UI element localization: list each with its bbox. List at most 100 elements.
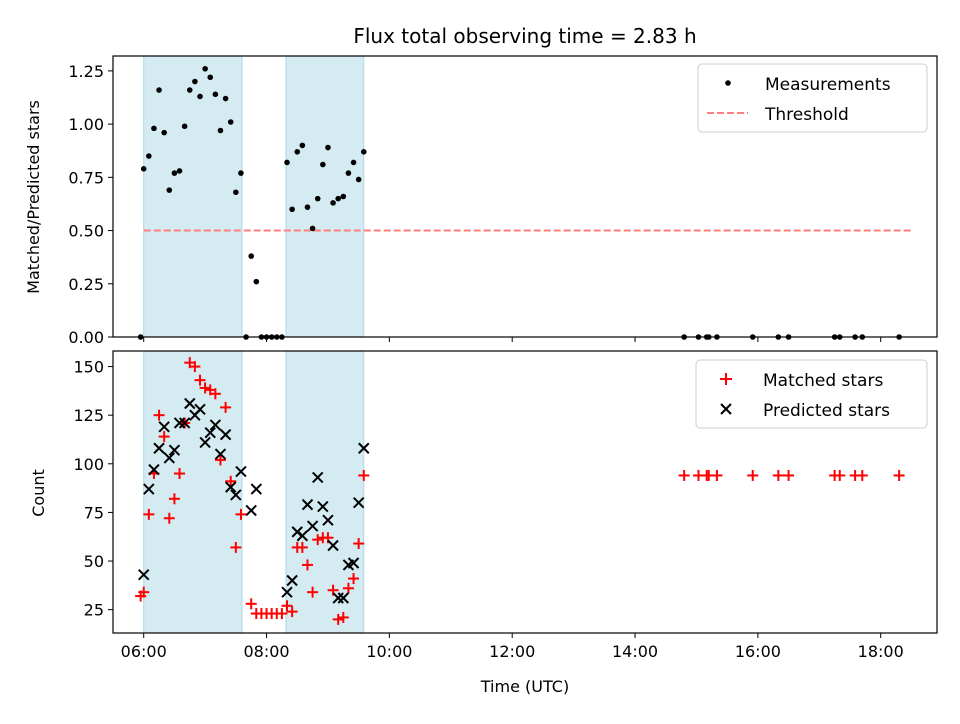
predicted-star-marker: [163, 452, 176, 464]
predicted-star-marker: [204, 426, 216, 439]
measurement-point: [360, 148, 367, 155]
matched-star-marker: [153, 409, 165, 421]
y-tick-label: 50: [84, 552, 104, 571]
bottom-star-markers: [135, 357, 905, 625]
x-tick-label: 16:00: [735, 642, 781, 661]
matched-star-marker: [281, 600, 293, 612]
measurement-point: [309, 225, 316, 232]
predicted-star-marker: [327, 539, 339, 552]
measurement-point: [284, 159, 290, 166]
matched-star-marker: [286, 606, 298, 618]
y-tick-label: 25: [84, 601, 104, 620]
y-tick-label: 1.00: [68, 115, 104, 134]
predicted-star-marker: [199, 436, 211, 449]
bottom-x-ticks: 06:00 08:00 10:00 12:00 14:00 16:00 18:00: [121, 633, 904, 661]
y-tick-label: 100: [73, 455, 104, 474]
matched-star-marker: [143, 508, 155, 520]
observing-window-2: [285, 55, 365, 338]
matched-star-marker: [209, 388, 221, 400]
matched-star-marker: [220, 401, 232, 413]
measurement-point: [146, 153, 152, 159]
predicted-star-marker: [312, 471, 324, 484]
predicted-star-marker: [219, 428, 232, 441]
predicted-star-marker: [209, 419, 222, 431]
measurement-point: [181, 123, 188, 130]
legend-matched-marker: [720, 373, 732, 385]
y-tick-label: 0.75: [68, 168, 104, 187]
bottom-y-ticks: 25 50 75 100 125 150: [73, 358, 113, 620]
measurement-point: [253, 278, 260, 285]
bottom-axes-frame: [112, 350, 938, 634]
matched-star-marker: [174, 468, 186, 480]
measurement-point: [325, 144, 331, 151]
measurement-point: [330, 200, 336, 206]
top-axes-frame: [112, 55, 938, 338]
predicted-star-marker: [194, 403, 206, 416]
predicted-star-marker: [337, 592, 350, 604]
matched-star-marker: [199, 382, 211, 394]
measurement-point: [151, 125, 157, 132]
top-panel: 0.00 0.25 0.50 0.75 1.00 1.25 Matched/Predict…: [24, 55, 938, 347]
matched-star-marker: [342, 582, 354, 594]
predicted-star-marker: [168, 444, 181, 456]
predicted-star-marker: [214, 448, 227, 460]
observing-window-1: [143, 55, 243, 338]
matched-star-marker: [358, 469, 370, 481]
x-tick-label: 08:00: [243, 642, 289, 661]
x-tick-label: 06:00: [121, 642, 167, 661]
y-tick-label: 75: [84, 503, 104, 522]
measurement-point: [217, 127, 224, 134]
predicted-star-marker: [178, 417, 191, 429]
matched-star-marker: [158, 431, 170, 443]
matched-star-marker: [772, 469, 784, 481]
matched-star-marker: [678, 469, 690, 481]
measurement-point: [176, 168, 183, 174]
measurement-point: [140, 166, 147, 172]
predicted-star-marker: [250, 483, 263, 495]
predicted-star-marker: [230, 489, 242, 501]
top-y-ticks: 0.00 0.25 0.50 0.75 1.00 1.25: [68, 62, 113, 347]
predicted-star-marker: [352, 496, 365, 509]
predicted-star-marker: [286, 574, 298, 587]
predicted-star-marker: [296, 530, 309, 542]
measurement-point: [207, 74, 214, 81]
matched-star-marker: [711, 469, 723, 481]
measurement-point: [355, 176, 362, 183]
predicted-star-marker: [143, 483, 155, 495]
top-y-axis-label: Matched/Predicted stars: [24, 100, 43, 294]
bottom-legend-box: [695, 359, 928, 429]
measurement-point: [171, 170, 178, 176]
measurement-point: [299, 142, 306, 149]
y-tick-label: 150: [73, 358, 104, 377]
top-x-ticks: [143, 337, 882, 342]
predicted-star-marker: [347, 557, 360, 569]
predicted-star-marker: [148, 463, 160, 476]
predicted-star-marker: [301, 498, 314, 511]
measurement-point: [335, 195, 341, 202]
matched-star-marker: [312, 534, 324, 546]
predicted-star-marker: [245, 504, 257, 517]
legend-predicted-label: Predicted stars: [763, 401, 890, 421]
top-legend: Measurements Threshold: [697, 63, 928, 133]
matched-star-marker: [138, 586, 150, 598]
matched-star-marker: [834, 469, 846, 481]
matched-star-marker: [307, 586, 319, 598]
bottom-legend: Matched stars Predicted stars: [695, 359, 928, 429]
bottom-shaded-regions: [143, 350, 365, 634]
matched-star-marker: [353, 538, 365, 550]
measurement-point: [248, 253, 254, 259]
predicted-star-marker: [235, 465, 247, 478]
observing-window-2: [285, 350, 365, 634]
measurement-point: [350, 159, 357, 166]
matched-star-marker: [337, 611, 349, 623]
predicted-star-marker: [153, 442, 165, 454]
x-tick-label: 18:00: [858, 642, 904, 661]
measurement-point: [238, 170, 244, 176]
matched-star-marker: [163, 512, 175, 524]
measurement-point: [304, 204, 311, 210]
top-measurement-points: [137, 65, 902, 340]
measurement-point: [320, 161, 326, 168]
matched-star-marker: [189, 361, 201, 373]
predicted-star-marker: [138, 568, 150, 581]
